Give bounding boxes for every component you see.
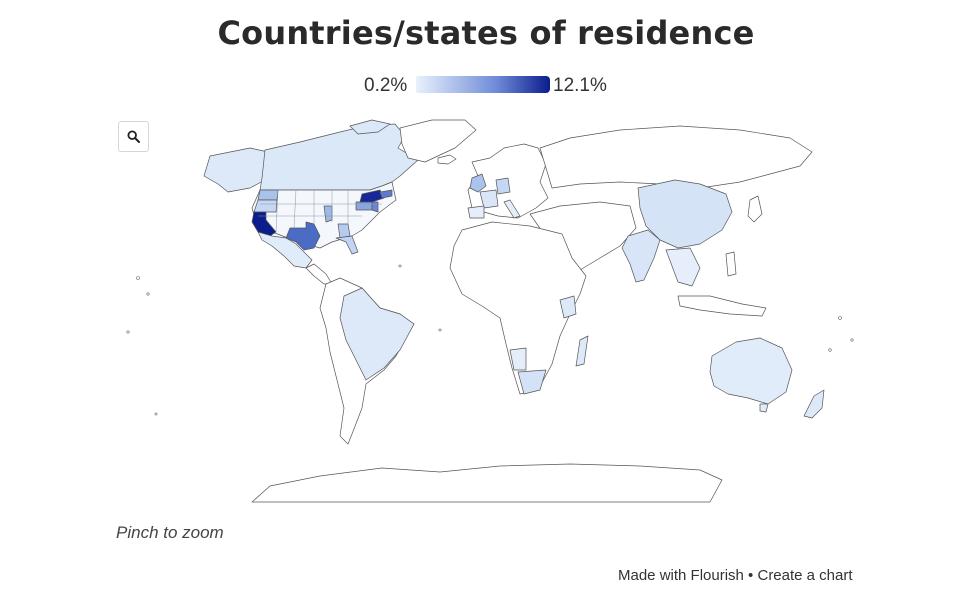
world-map[interactable] — [100, 118, 870, 508]
map-region-germany[interactable] — [495, 177, 511, 195]
map-region-oregon[interactable] — [253, 199, 278, 213]
map-region-antarctica[interactable] — [251, 463, 723, 503]
map-region-russia[interactable] — [539, 125, 813, 189]
map-region-pennsylvania[interactable] — [355, 201, 373, 211]
zoom-button[interactable] — [118, 121, 149, 152]
footer: Made with Flourish • Create a chart — [618, 567, 853, 584]
map-region-spain[interactable] — [467, 205, 485, 219]
map-region-south-africa[interactable] — [517, 369, 547, 395]
map-region-florida[interactable] — [335, 235, 359, 255]
map-region-georgia[interactable] — [337, 223, 351, 239]
map-region-texas[interactable] — [285, 221, 321, 251]
color-legend: 0.2% 12.1% — [0, 74, 954, 96]
create-a-chart-link[interactable]: Create a chart — [757, 567, 853, 584]
map-region-alaska[interactable] — [203, 147, 269, 193]
map-region-canada[interactable] — [259, 123, 419, 191]
map-region-japan[interactable] — [747, 195, 763, 223]
map-region-philippines[interactable] — [725, 251, 737, 277]
map-region-china[interactable] — [637, 179, 733, 249]
chart-title: Countries/states of residence — [217, 14, 755, 52]
made-with-flourish-link[interactable]: Made with Flourish — [618, 567, 744, 584]
map-region-india[interactable] — [621, 229, 661, 283]
map-region-new-york[interactable] — [359, 189, 385, 203]
pinch-to-zoom-hint: Pinch to zoom — [116, 523, 224, 542]
map-region-africa[interactable] — [449, 221, 587, 395]
map-region-central-america[interactable] — [305, 263, 333, 285]
map-region-united-kingdom[interactable] — [469, 173, 487, 193]
map-region-mexico[interactable] — [257, 231, 313, 269]
map-region-italy[interactable] — [503, 199, 521, 219]
legend-min-label: 0.2% — [364, 75, 408, 96]
footer-separator: • — [743, 567, 758, 584]
map-region-iceland[interactable] — [437, 154, 457, 165]
map-region-indonesia[interactable] — [677, 295, 767, 317]
map-region-washington[interactable] — [257, 189, 279, 201]
search-icon — [127, 130, 140, 143]
map-region-southern-africa[interactable] — [509, 347, 527, 371]
map-region-california[interactable] — [251, 211, 277, 237]
map-region-new-zealand[interactable] — [803, 389, 825, 419]
map-region-france[interactable] — [479, 189, 499, 209]
map-region-massachusetts[interactable] — [379, 189, 393, 199]
legend-gradient-bar — [416, 76, 550, 93]
map-region-kenya[interactable] — [559, 295, 577, 319]
legend-max-label: 12.1% — [553, 75, 607, 96]
map-region-southeast-asia[interactable] — [665, 247, 701, 287]
map-region-brazil[interactable] — [339, 287, 415, 381]
map-region-madagascar[interactable] — [575, 335, 589, 367]
map-region-tasmania[interactable] — [759, 403, 769, 413]
map-region-greenland[interactable] — [399, 119, 477, 163]
map-region-arctic-islands[interactable] — [349, 119, 391, 135]
map-region-australia[interactable] — [709, 337, 793, 405]
map-region-new-jersey[interactable] — [371, 201, 379, 213]
